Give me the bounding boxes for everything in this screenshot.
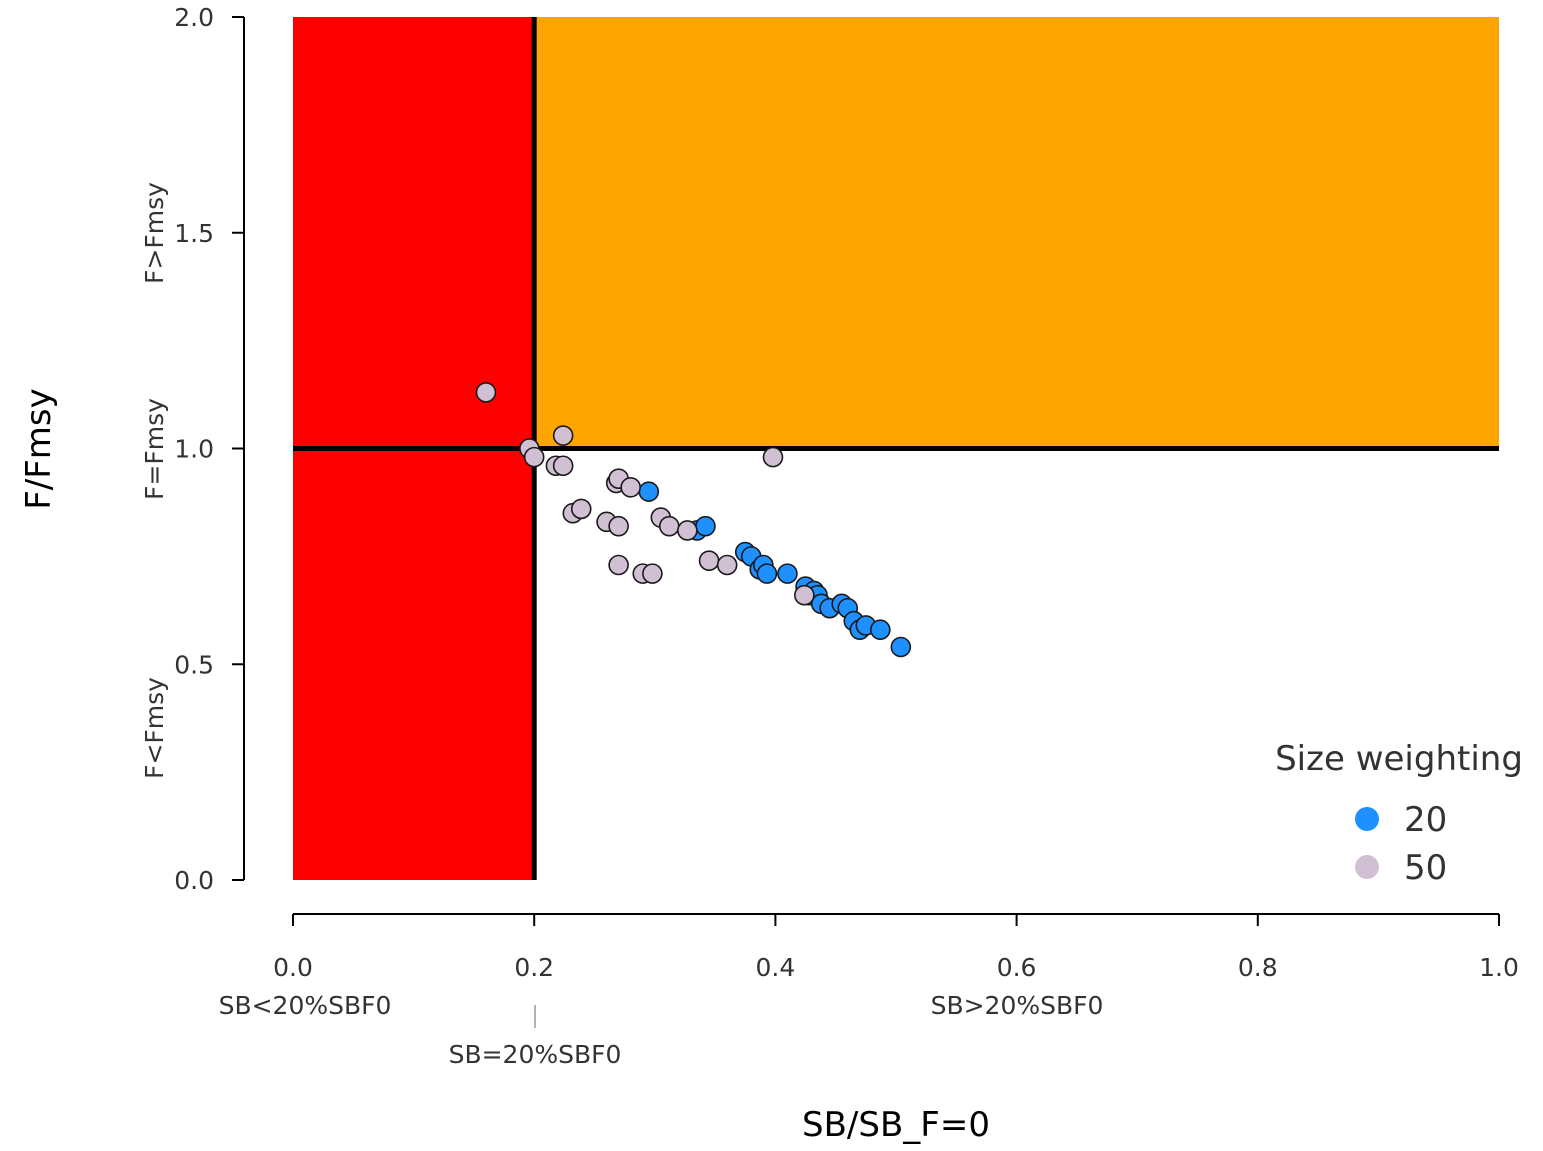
point-series-50 [552, 425, 574, 446]
legend-label-50: 50 [1404, 848, 1447, 888]
x-tick-label: 0.4 [756, 953, 796, 982]
y-tick-label: 2.0 [174, 3, 214, 32]
zone-overfishing [534, 17, 1499, 449]
y-zone-label-below: F<Fmsy [140, 677, 169, 779]
x-axis-title: SB/SB_F=0 [802, 1105, 990, 1145]
legend-label-20: 20 [1404, 800, 1447, 840]
point-series-50 [523, 446, 545, 468]
legend-marker-50 [1355, 855, 1379, 879]
y-axis-title: F/Fmsy [19, 388, 59, 510]
point-series-50 [642, 563, 663, 584]
point-series-20 [695, 515, 716, 537]
point-series-50 [698, 550, 720, 571]
point-series-50 [716, 554, 738, 576]
x-tick-label: 1.0 [1479, 953, 1519, 982]
x-zone-label-at: SB=20%SBF0 [449, 1040, 622, 1069]
x-tick-label: 0.2 [514, 953, 554, 982]
point-series-20 [870, 619, 891, 641]
point-series-20 [756, 563, 778, 584]
legend-title: Size weighting [1275, 739, 1523, 779]
point-series-20 [777, 563, 798, 584]
point-series-20 [638, 481, 660, 502]
y-zone-label-above: F>Fmsy [140, 182, 169, 284]
zones-layer [293, 17, 1499, 880]
ticks-layer: 0.0 0.5 1.0 1.5 2.0 0.0 0.2 0.4 0.6 0.8 1.0 [174, 3, 1519, 982]
x-tick-label: 0.0 [273, 953, 313, 982]
legend: Size weighting 20 50 [1275, 739, 1523, 888]
point-series-50 [552, 455, 574, 477]
point-series-50 [570, 498, 592, 520]
point-series-50 [620, 477, 641, 498]
x-zone-label-below: SB<20%SBF0 [219, 991, 392, 1020]
x-zone-label-above: SB>20%SBF0 [931, 991, 1104, 1020]
points-layer [475, 382, 912, 658]
y-tick-label: 1.0 [174, 435, 214, 464]
x-tick-label: 0.8 [1238, 953, 1278, 982]
point-series-50 [475, 382, 497, 403]
y-tick-label: 0.0 [174, 866, 214, 895]
point-series-50 [762, 446, 784, 468]
y-tick-label: 1.5 [174, 219, 214, 248]
point-series-50 [658, 515, 680, 537]
y-zone-label-at: F=Fmsy [140, 398, 169, 500]
legend-marker-20 [1355, 807, 1379, 831]
y-tick-label: 0.5 [174, 650, 214, 679]
point-series-50 [608, 554, 629, 576]
point-series-50 [677, 520, 698, 541]
point-series-50 [794, 584, 815, 606]
point-series-20 [890, 636, 912, 658]
x-tick-label: 0.6 [997, 953, 1037, 982]
point-series-50 [608, 515, 629, 537]
